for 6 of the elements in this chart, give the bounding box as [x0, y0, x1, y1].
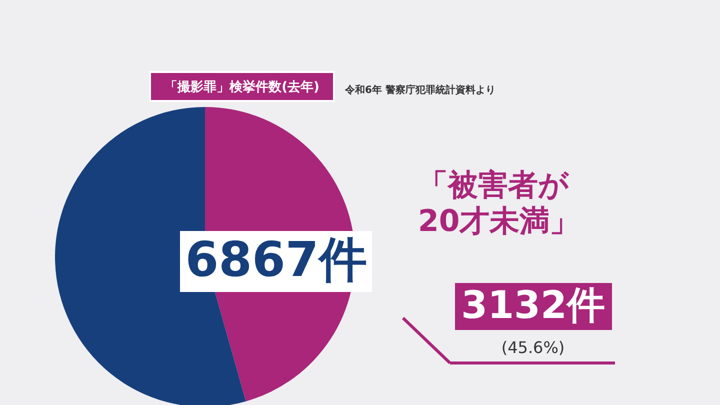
slice-label: 「被害者が 20才未満」: [418, 168, 580, 239]
chart-title: 「撮影罪」検挙件数(去年): [164, 79, 320, 95]
text: (45.6%): [501, 338, 565, 357]
text: 6867件: [185, 232, 367, 288]
text: 令和6年 警察庁犯罪統計資料より: [344, 84, 496, 96]
data-label: 3132件: [461, 283, 605, 327]
